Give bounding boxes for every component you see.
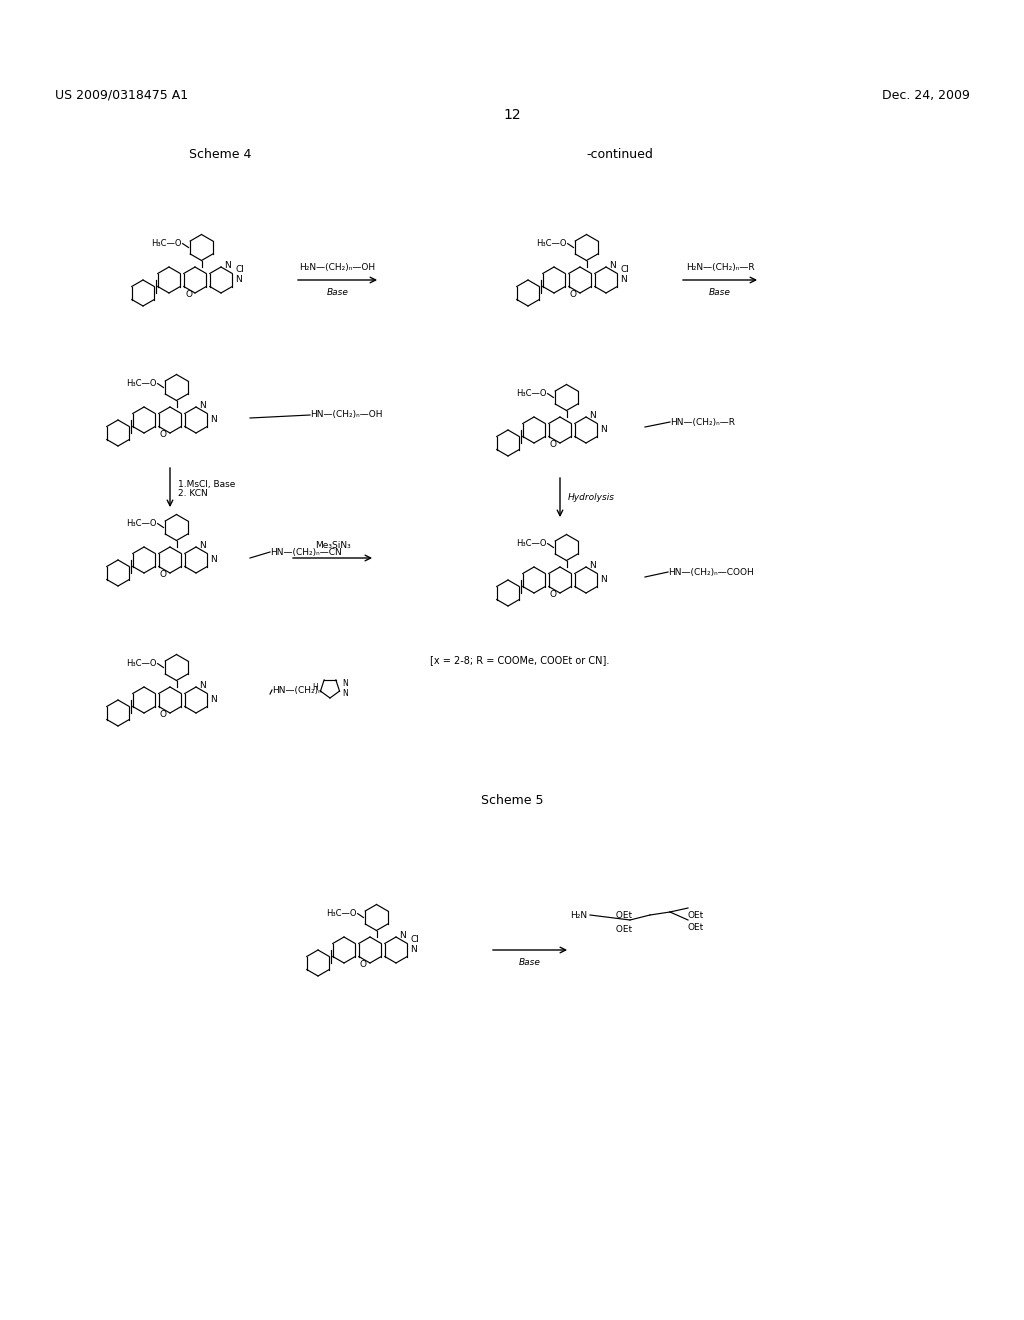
Text: H₃C—O: H₃C—O	[516, 539, 547, 548]
Text: N: N	[224, 261, 230, 271]
Text: O: O	[185, 290, 193, 298]
Text: N: N	[410, 945, 417, 954]
Text: N: N	[342, 689, 348, 697]
Text: Cl: Cl	[621, 265, 629, 275]
Text: OEt: OEt	[590, 911, 632, 920]
Text: H₃C—O: H₃C—O	[127, 379, 157, 388]
Text: HN—(CH₂)ₙ—R: HN—(CH₂)ₙ—R	[670, 417, 735, 426]
Text: N: N	[399, 931, 406, 940]
Text: [x = 2-8; R = COOMe, COOEt or CN].: [x = 2-8; R = COOMe, COOEt or CN].	[430, 655, 609, 665]
Text: Cl: Cl	[411, 935, 419, 944]
Text: N: N	[199, 401, 206, 411]
Text: N: N	[589, 561, 596, 570]
Text: H₃C—O: H₃C—O	[327, 909, 357, 919]
Text: -continued: -continued	[587, 149, 653, 161]
Text: Hydrolysis: Hydrolysis	[568, 492, 615, 502]
Text: N: N	[199, 681, 206, 690]
Text: H₂N—(CH₂)ₙ—R: H₂N—(CH₂)ₙ—R	[686, 263, 755, 272]
Text: O: O	[160, 570, 167, 578]
Text: Scheme 5: Scheme 5	[480, 793, 544, 807]
Text: Base: Base	[327, 288, 348, 297]
Text: OEt: OEt	[688, 911, 705, 920]
Text: N: N	[234, 276, 242, 285]
Text: N: N	[210, 696, 216, 705]
Text: N: N	[210, 416, 216, 425]
Text: Scheme 4: Scheme 4	[188, 149, 251, 161]
Text: N: N	[210, 556, 216, 565]
Text: H₃C—O: H₃C—O	[127, 519, 157, 528]
Text: HN—(CH₂)ₙ—CN: HN—(CH₂)ₙ—CN	[270, 548, 342, 557]
Text: N: N	[609, 261, 615, 271]
Text: H₂N: H₂N	[570, 911, 587, 920]
Text: O: O	[160, 710, 167, 719]
Text: N: N	[589, 412, 596, 420]
Text: H: H	[312, 684, 318, 693]
Text: N: N	[620, 276, 627, 285]
Text: Me₃SiN₃: Me₃SiN₃	[314, 541, 350, 550]
Text: HN—(CH₂)ₙ—COOH: HN—(CH₂)ₙ—COOH	[668, 568, 754, 577]
Text: OEt: OEt	[688, 924, 705, 932]
Text: 12: 12	[503, 108, 521, 121]
Text: HN—(CH₂)ₙ—OH: HN—(CH₂)ₙ—OH	[310, 411, 383, 420]
Text: Base: Base	[519, 958, 541, 968]
Text: US 2009/0318475 A1: US 2009/0318475 A1	[55, 88, 188, 102]
Text: O: O	[550, 590, 557, 599]
Text: H₂N—(CH₂)ₙ—OH: H₂N—(CH₂)ₙ—OH	[299, 263, 376, 272]
Text: N: N	[600, 576, 606, 585]
Text: HN—(CH₂)ₙ: HN—(CH₂)ₙ	[272, 685, 322, 694]
Text: Dec. 24, 2009: Dec. 24, 2009	[882, 88, 970, 102]
Text: 2. KCN: 2. KCN	[178, 490, 208, 499]
Text: N: N	[199, 541, 206, 550]
Text: H₃C—O: H₃C—O	[127, 659, 157, 668]
Text: N: N	[600, 425, 606, 434]
Text: O: O	[570, 290, 577, 298]
Text: N: N	[342, 678, 348, 688]
Text: Cl: Cl	[236, 265, 244, 275]
Text: OEt: OEt	[590, 925, 632, 935]
Text: Base: Base	[709, 288, 731, 297]
Text: H₃C—O: H₃C—O	[152, 239, 182, 248]
Text: O: O	[160, 430, 167, 438]
Text: O: O	[550, 440, 557, 449]
Text: H₃C—O: H₃C—O	[537, 239, 567, 248]
Text: 1.MsCl, Base: 1.MsCl, Base	[178, 480, 236, 490]
Text: O: O	[360, 960, 367, 969]
Text: H₃C—O: H₃C—O	[516, 389, 547, 399]
